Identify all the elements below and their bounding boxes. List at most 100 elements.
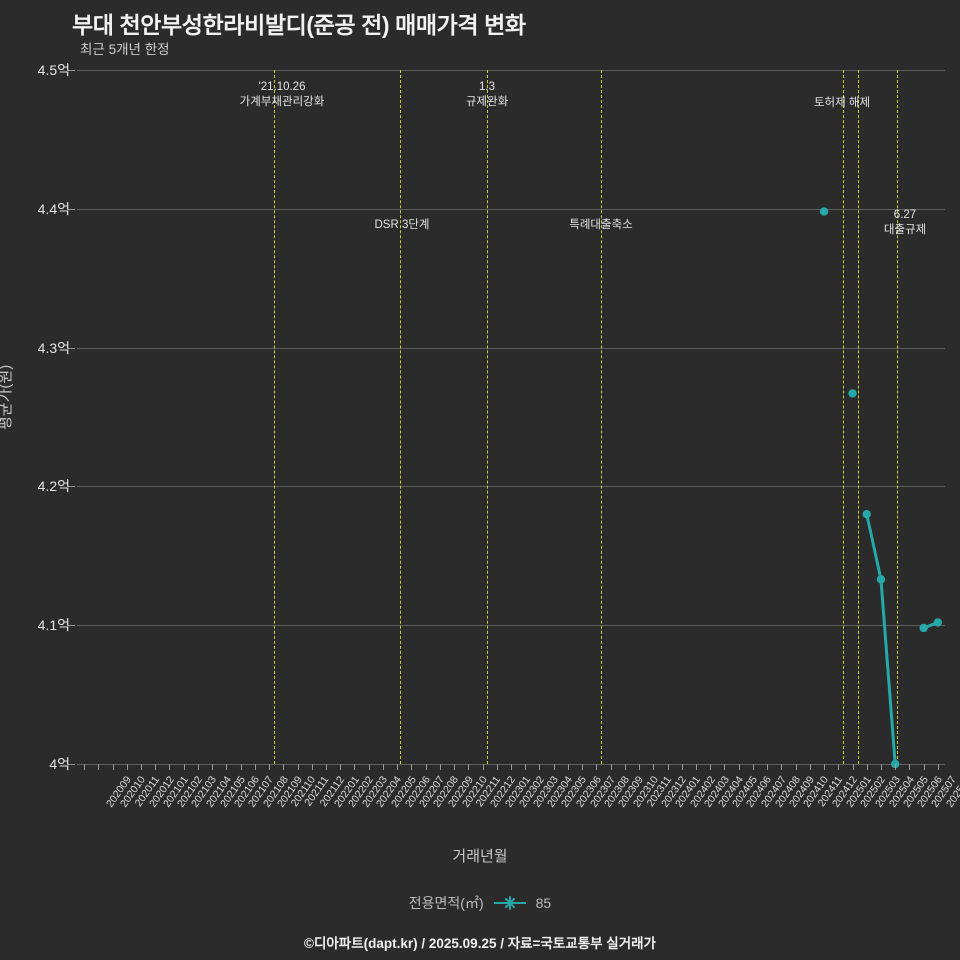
x-tick-mark: [937, 764, 939, 770]
gridline-y: [77, 208, 945, 210]
x-tick-mark: [610, 764, 612, 770]
x-tick-mark: [112, 764, 114, 770]
legend-title: 전용면적(㎡): [408, 895, 484, 911]
data-point[interactable]: [862, 509, 871, 519]
x-tick-mark: [653, 764, 655, 770]
x-tick-mark: [909, 764, 911, 770]
line-star-marker-icon: [493, 895, 526, 911]
x-tick-mark: [667, 764, 669, 770]
x-tick-mark: [695, 764, 697, 770]
event-line: [274, 70, 275, 764]
footer-credit: ©디아파트(dapt.kr) / 2025.09.25 / 자료=국토교통부 실…: [304, 936, 656, 951]
x-tick-mark: [511, 764, 512, 770]
plot-area: '21.10.26 가계부채관리강화 1.3 규제완화 토허제 해제 DSR 3단계 특례대…: [77, 70, 945, 769]
data-point[interactable]: [876, 575, 886, 584]
x-tick-mark: [895, 764, 897, 770]
data-point[interactable]: [933, 618, 943, 627]
x-tick-mark: [880, 764, 882, 770]
x-tick-mark: [454, 764, 456, 770]
series-layer: [819, 207, 943, 769]
x-tick-mark: [866, 764, 868, 770]
x-tick-mark: [852, 764, 854, 770]
y-tick-label: 4.3억: [37, 339, 70, 356]
gridline-y: [77, 486, 945, 488]
event-line: [601, 70, 602, 764]
y-tick-label: 4.2억: [37, 478, 70, 495]
x-tick-mark: [155, 764, 157, 770]
y-tick-label: 4억: [49, 756, 70, 772]
x-tick-mark: [354, 764, 356, 770]
x-tick-mark: [681, 764, 683, 770]
y-tick-mark: [68, 625, 75, 627]
x-tick-mark: [226, 764, 228, 770]
x-tick-mark: [141, 764, 143, 770]
event-line: [487, 70, 488, 764]
x-tick-mark: [539, 764, 541, 770]
x-tick-mark: [283, 764, 285, 770]
x-tick-mark: [240, 764, 242, 770]
x-tick-mark: [624, 764, 626, 770]
x-tick-mark: [269, 764, 271, 770]
event-line: [400, 70, 401, 764]
x-tick-mark: [254, 764, 256, 770]
x-tick-mark: [183, 764, 185, 770]
data-point[interactable]: [848, 389, 857, 398]
x-axis-ticks: 202009 202010 202011 202012 202101 202102 2021…: [77, 764, 960, 884]
x-tick-mark: [297, 764, 299, 770]
y-axis-ticks: 4.5억 4.4억 4.3억 4.2억 4.1억 4억: [0, 62, 75, 772]
x-tick-mark: [752, 764, 754, 770]
x-tick-mark: [84, 764, 86, 770]
x-tick-mark: [439, 764, 441, 770]
gridline-y: [77, 347, 945, 349]
x-tick-mark: [482, 764, 484, 770]
y-tick-label: 4.1억: [37, 617, 70, 634]
chart-subtitle: 최근 5개년 한정: [80, 42, 170, 57]
event-line: [858, 70, 859, 764]
x-axis-title: 거래년월: [452, 848, 508, 865]
x-tick-mark: [767, 764, 769, 770]
x-tick-mark: [596, 764, 598, 770]
x-tick-mark: [397, 764, 399, 770]
x-tick-mark: [340, 764, 342, 770]
x-tick-mark: [724, 764, 726, 770]
legend: 전용면적(㎡) 85: [0, 893, 960, 913]
x-tick-mark: [98, 764, 100, 770]
x-tick-mark: [425, 764, 427, 770]
x-tick-mark: [311, 764, 313, 770]
x-tick-mark: [553, 764, 555, 770]
x-tick-mark: [582, 764, 584, 770]
x-tick-mark: [326, 764, 328, 770]
gridline-y: [77, 625, 945, 627]
chart-title: 부대 천안부성한라비발디(준공 전) 매매가격 변화: [72, 12, 526, 38]
x-tick-mark: [738, 764, 740, 770]
x-tick-mark: [809, 764, 811, 770]
x-tick-mark: [838, 764, 840, 770]
x-tick-mark: [710, 764, 712, 770]
x-tick-mark: [781, 764, 783, 770]
x-tick-mark: [639, 764, 641, 770]
x-tick-mark: [824, 764, 826, 770]
y-tick-mark: [68, 208, 75, 210]
x-tick-mark: [368, 764, 370, 770]
y-tick-label: 4.4억: [37, 200, 70, 217]
data-point[interactable]: [919, 623, 928, 633]
y-tick-mark: [68, 70, 75, 71]
gridline-y: [77, 70, 945, 71]
x-tick-mark: [411, 764, 413, 770]
x-tick-mark: [382, 764, 384, 770]
legend-entry-85: 85: [535, 895, 552, 911]
x-tick-mark: [795, 764, 797, 770]
x-tick-mark: [496, 764, 498, 770]
data-point[interactable]: [819, 207, 829, 216]
x-tick-mark: [212, 764, 214, 770]
x-tick-mark: [525, 764, 527, 770]
x-tick-mark: [169, 764, 171, 770]
x-tick-mark: [567, 764, 569, 770]
event-line: [897, 70, 898, 764]
y-tick-mark: [68, 486, 75, 488]
x-tick-mark: [468, 764, 470, 770]
y-tick-mark: [68, 764, 75, 765]
event-line: [843, 70, 844, 764]
x-tick-mark: [197, 764, 199, 770]
